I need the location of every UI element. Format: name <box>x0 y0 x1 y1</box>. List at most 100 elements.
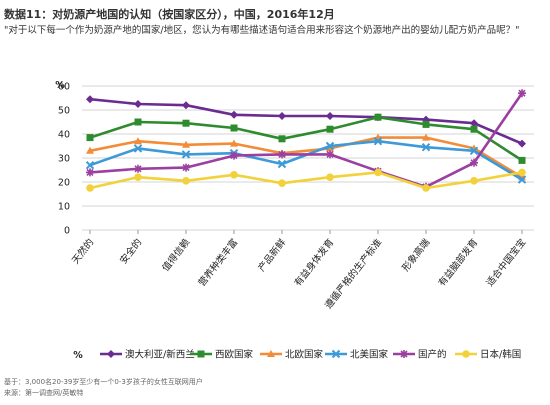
legend-item: 北美国家 <box>325 349 389 361</box>
legend-item: 日本/韩国 <box>455 349 521 361</box>
x-tick-label: 有益脑部发育 <box>436 236 481 288</box>
data-point <box>230 139 238 147</box>
data-point <box>326 150 334 159</box>
data-point <box>181 150 191 159</box>
data-point <box>326 144 334 152</box>
data-point <box>518 156 526 164</box>
data-point <box>182 101 190 110</box>
data-point <box>422 120 430 128</box>
data-point <box>86 146 94 154</box>
x-tick-label: 安全的 <box>117 236 144 266</box>
data-point <box>470 158 478 167</box>
data-point <box>373 136 383 146</box>
legend-item: 西欧国家 <box>190 349 254 361</box>
data-point <box>278 112 286 120</box>
legend-unit-label: % <box>73 350 83 361</box>
x-axis: 天然的 安全的 值得信赖 营养种类丰富 产品新鲜 有益身体发育遵循严格的生产标准 形象高端有… <box>69 230 528 311</box>
data-point <box>182 119 190 127</box>
footnote-base: 基于：3,000名20-39岁至少有一个0-3岁孩子的女性互联网用户 <box>4 378 203 386</box>
data-point <box>134 118 142 126</box>
legend-label: 国产的 <box>418 349 447 361</box>
series-line <box>89 92 524 189</box>
legend: % 澳大利亚/新西兰 西欧国家 北欧国家 北美国家 国产的 日本/韩国 <box>73 349 521 362</box>
data-point <box>134 137 142 145</box>
data-point <box>469 146 479 156</box>
legend-item: 澳大利亚/新西兰 <box>100 349 195 361</box>
series-line <box>89 97 523 145</box>
series <box>86 95 526 148</box>
legend-label: 日本/韩国 <box>480 349 521 361</box>
data-point <box>86 95 94 104</box>
data-point <box>422 184 430 192</box>
x-tick-label: 天然的 <box>69 236 96 266</box>
data-point <box>374 168 382 177</box>
data-point <box>277 159 287 169</box>
data-point <box>422 133 430 141</box>
series-lines <box>85 89 527 192</box>
series-line <box>89 136 523 179</box>
data-point <box>182 140 190 148</box>
series-line <box>89 115 523 162</box>
data-point <box>86 168 94 177</box>
y-axis-label: % <box>55 80 65 91</box>
data-point <box>278 179 286 187</box>
survey-question: "对于以下每一个作为奶源产地的国家/地区，您认为有哪些描述语句适合用来形容这个奶… <box>4 25 520 36</box>
data-point <box>134 173 142 181</box>
data-point <box>230 124 238 132</box>
data-point <box>107 350 115 358</box>
data-point <box>182 163 190 172</box>
chart-title: 数据11：对奶源产地国的认知（按国家区分），中国，2016年12月 <box>4 8 335 21</box>
data-point <box>86 134 94 142</box>
data-point <box>470 119 478 128</box>
data-point <box>517 175 527 184</box>
y-tick-label: 30 <box>58 154 70 165</box>
data-point <box>400 350 408 358</box>
y-tick-label: 0 <box>64 226 70 237</box>
series <box>86 168 526 192</box>
data-point <box>470 125 478 133</box>
y-tick-label: 60 <box>58 82 70 93</box>
legend-label: 北美国家 <box>350 349 389 361</box>
data-point <box>518 139 526 148</box>
data-point <box>326 173 334 181</box>
data-point <box>86 184 94 192</box>
y-tick-label: 10 <box>58 202 70 213</box>
data-point <box>518 168 526 177</box>
series <box>86 113 526 164</box>
y-tick-label: 20 <box>58 178 70 189</box>
x-tick-label: 适合中国宝宝 <box>484 236 529 288</box>
footnote-source: 来源：第一调查网/英敏特 <box>4 389 84 397</box>
legend-label: 澳大利亚/新西兰 <box>125 349 195 361</box>
x-tick-label: 形象高端 <box>400 236 433 274</box>
data-point <box>230 110 238 119</box>
data-point <box>278 150 286 159</box>
legend-item: 北欧国家 <box>260 349 324 361</box>
data-point <box>278 135 286 143</box>
series-line <box>89 171 523 190</box>
data-point <box>331 349 341 359</box>
data-point <box>134 100 142 108</box>
data-point <box>326 112 334 120</box>
y-tick-label: 50 <box>58 106 70 117</box>
data-point <box>197 350 205 358</box>
y-tick-label: 40 <box>58 130 70 141</box>
legend-item: 国产的 <box>393 349 447 361</box>
data-point <box>462 350 470 358</box>
data-point <box>267 350 275 357</box>
y-axis-ticks: 0 10 20 30 40 50 60 <box>58 82 70 237</box>
x-tick-label: 产品新鲜 <box>256 236 289 274</box>
data-point <box>134 164 142 173</box>
x-tick-label: 值得信赖 <box>160 236 193 274</box>
legend-label: 北欧国家 <box>285 349 324 361</box>
data-point <box>182 177 190 185</box>
x-tick-label: 有益身体发育 <box>292 236 337 288</box>
gridlines <box>82 85 534 231</box>
data-point <box>326 125 334 133</box>
series <box>86 133 526 181</box>
data-point <box>518 89 526 98</box>
data-point <box>230 171 238 179</box>
data-point <box>374 113 382 121</box>
data-point <box>230 151 238 160</box>
legend-label: 西欧国家 <box>215 349 254 361</box>
